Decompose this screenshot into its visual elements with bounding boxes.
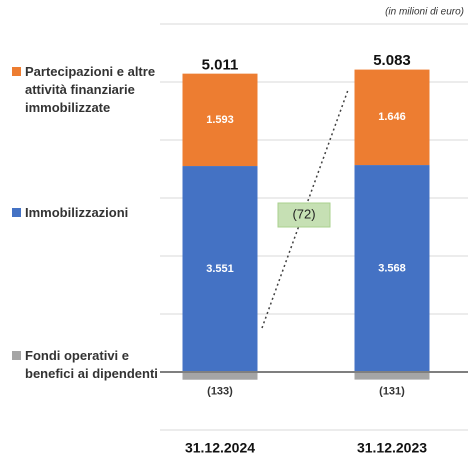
- difference-box: [277, 202, 331, 228]
- value-label: 3.568: [378, 262, 406, 274]
- total-label: 5.011: [202, 56, 239, 73]
- legend-label: Partecipazioni e altre attività finanzia…: [25, 64, 156, 115]
- bar-segment: [182, 73, 258, 167]
- bar-segment: [354, 372, 430, 380]
- value-label: 3.551: [206, 263, 234, 275]
- value-label: 1.593: [206, 114, 234, 126]
- unit-note: (in milioni di euro): [385, 7, 464, 18]
- difference-label: (72): [292, 206, 315, 221]
- legend-entry: Partecipazioni e altre attività finanzia…: [12, 63, 160, 117]
- legend-swatch: [12, 67, 21, 76]
- legend-entry: Fondi operativi e benefici ai dipendenti: [12, 347, 160, 383]
- legend-label: Immobilizzazioni: [25, 205, 129, 220]
- x-tick-label: 31.12.2023: [357, 440, 427, 456]
- legend-label: Fondi operativi e benefici ai dipendenti: [25, 348, 158, 381]
- bar-segment: [354, 69, 430, 166]
- x-tick-label: 31.12.2024: [185, 440, 255, 456]
- value-label: (133): [207, 386, 233, 398]
- legend-swatch: [12, 351, 21, 360]
- legend-swatch: [12, 208, 21, 217]
- bar-segment: [182, 166, 258, 372]
- value-label: 1.646: [378, 111, 406, 123]
- bar-segment: [182, 372, 258, 380]
- legend-entry: Immobilizzazioni: [12, 204, 160, 222]
- bar-segment: [354, 165, 430, 372]
- total-label: 5.083: [373, 52, 411, 69]
- value-label: (131): [379, 386, 405, 398]
